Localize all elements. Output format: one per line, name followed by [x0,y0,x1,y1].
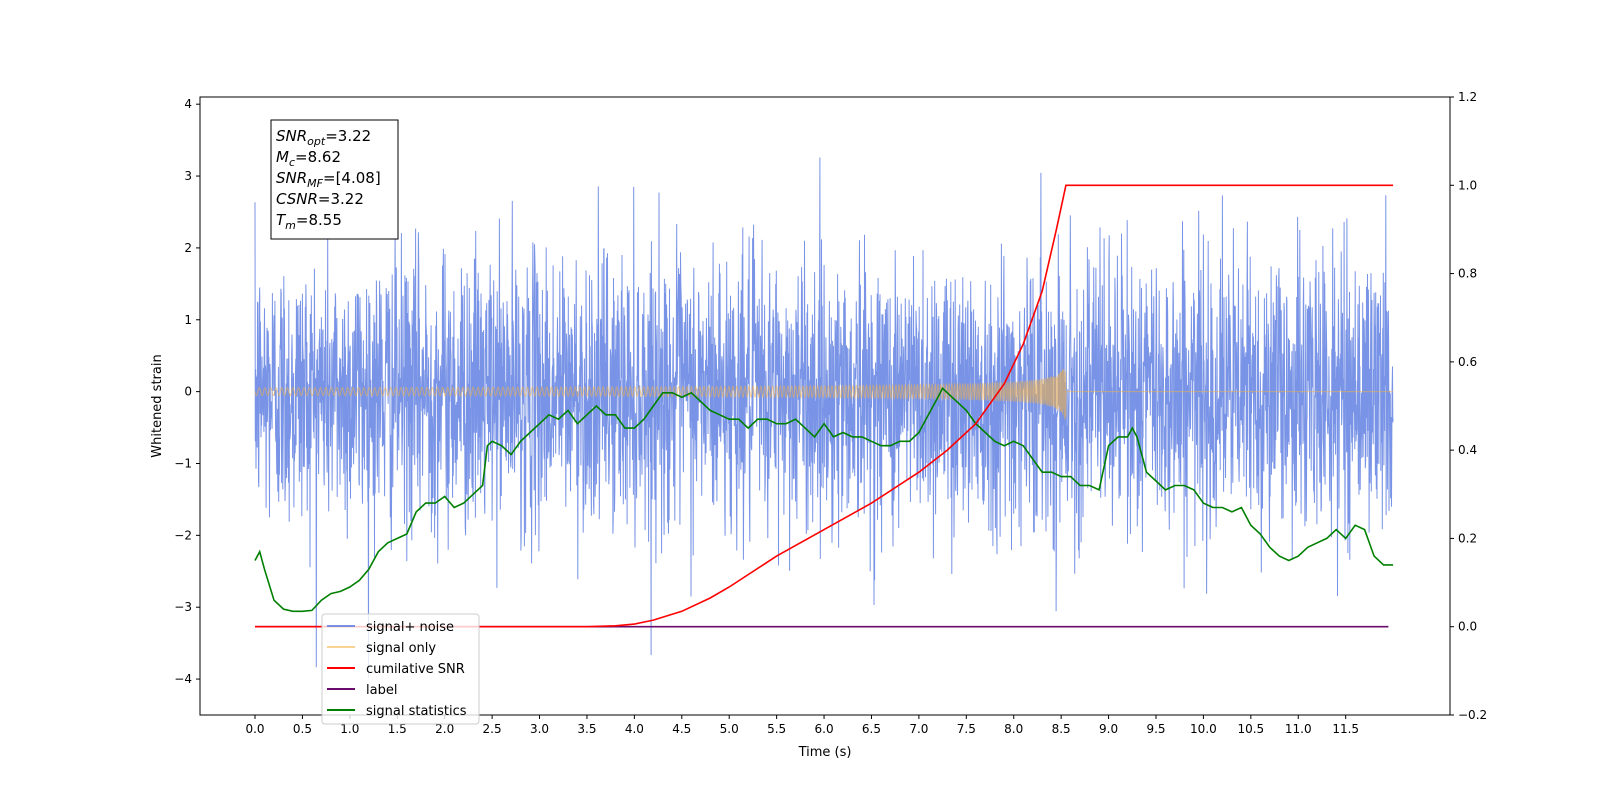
y2-tick-label: −0.2 [1458,708,1487,722]
y2-tick-label: 0.2 [1458,531,1477,545]
x-tick-label: 2.5 [483,722,502,736]
x-axis-label: Time (s) [798,745,852,760]
series-signal-noise-line [254,157,1394,678]
legend-entry: signal statistics [366,704,467,719]
series-signal-only [254,369,1394,421]
x-tick-label: 2.0 [435,722,454,736]
annotation-line: SNRMF=[4.08] [276,169,381,190]
y2-tick-label: 0.4 [1458,443,1477,457]
y-tick-label: −2 [174,528,192,542]
x-tick-label: 11.5 [1332,722,1359,736]
x-tick-label: 8.0 [1004,722,1023,736]
x-tick-label: 4.5 [672,722,691,736]
x-tick-label: 7.5 [957,722,976,736]
y-tick-label: 1 [184,313,192,327]
x-tick-label: 11.0 [1285,722,1312,736]
x-tick-label: 0.5 [293,722,312,736]
y-tick-label: 3 [184,169,192,183]
x-tick-label: 10.5 [1237,722,1264,736]
series-signal-noise [254,157,1394,678]
y2-tick-label: 0.0 [1458,620,1477,634]
y2-tick-label: 0.6 [1458,355,1477,369]
legend-entry: cumilative SNR [366,662,465,677]
legend-entry: signal only [366,641,436,656]
x-tick-label: 8.5 [1052,722,1071,736]
y-tick-label: 0 [184,385,192,399]
x-tick-label: 1.0 [340,722,359,736]
x-tick-label: 9.0 [1099,722,1118,736]
annotation-line: Mc=8.62 [276,148,341,169]
y-tick-label: −1 [174,456,192,470]
annotation-line: SNRopt=3.22 [276,127,371,148]
x-tick-label: 6.0 [815,722,834,736]
x-tick-label: 5.0 [720,722,739,736]
annotation-line: Tm=8.55 [276,211,342,232]
x-tick-label: 1.5 [388,722,407,736]
x-tick-label: 9.5 [1146,722,1165,736]
x-tick-label: 5.5 [767,722,786,736]
legend-entry: label [366,683,397,698]
y2-tick-label: 1.0 [1458,178,1477,192]
x-tick-label: 10.0 [1190,722,1217,736]
y2-tick-label: 1.2 [1458,90,1477,104]
legend: signal+ noise signal only cumilative SNR la… [321,613,480,725]
annotation-line: CSNR=3.22 [276,190,364,208]
plot-frame [199,96,1451,716]
y-tick-label: 2 [184,241,192,255]
series-cumilative-snr [255,184,1394,628]
y-axis-label: Whitened strain [150,354,165,457]
x-tick-label: 6.5 [862,722,881,736]
x-tick-label: 3.0 [530,722,549,736]
legend-frame [321,613,480,725]
x-axis: 0.0 0.5 1.0 1.5 2.0 2.5 3.0 3.5 4.0 4.5 5.0 5.5 6.0 6… [245,715,1359,736]
series-signal-only-line [254,369,1394,421]
x-tick-label: 4.0 [625,722,644,736]
x-tick-label: 0.0 [245,722,264,736]
y-axis-right: −0.2 0.0 0.2 0.4 0.6 0.8 1.0 1.2 [1450,90,1487,722]
y-tick-label: −3 [174,600,192,614]
y-tick-label: −4 [174,672,192,686]
y2-tick-label: 0.8 [1458,267,1477,281]
series-signal-statistics [254,386,1394,613]
y-axis-left: −4 −3 −2 −1 0 1 2 3 4 [174,97,200,686]
x-tick-label: 3.5 [577,722,596,736]
x-tick-label: 7.0 [909,722,928,736]
y-tick-label: 4 [184,97,192,111]
annotation-frame [270,119,399,240]
legend-entry: signal+ noise [366,620,454,635]
